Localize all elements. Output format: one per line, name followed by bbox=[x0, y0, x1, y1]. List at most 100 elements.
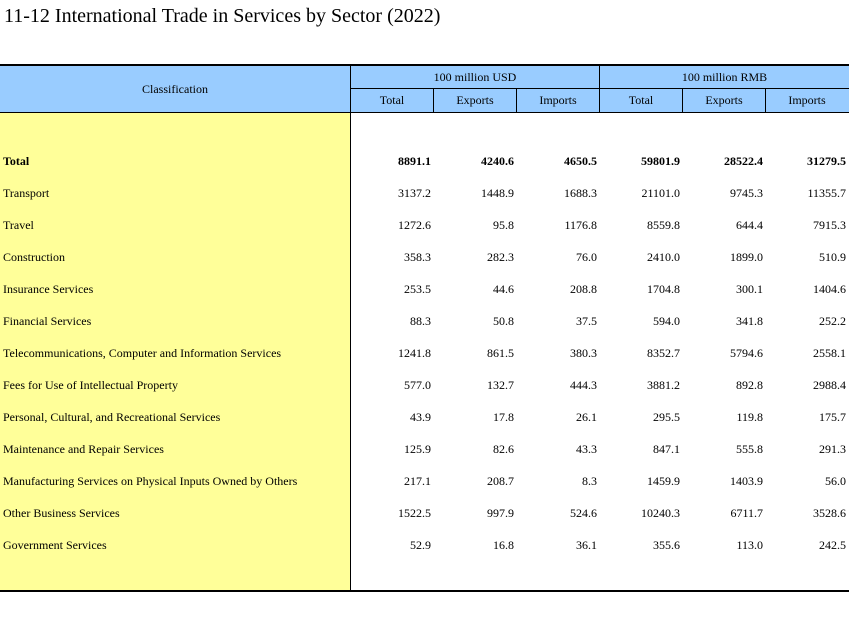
row-value: 7915.3 bbox=[813, 218, 846, 232]
rmb-total-header: Total bbox=[600, 89, 683, 112]
row-value: 510.9 bbox=[819, 250, 846, 264]
row-value: 31279.5 bbox=[807, 154, 846, 168]
row-label: Construction bbox=[3, 250, 65, 264]
row-value: 3881.2 bbox=[647, 378, 680, 392]
row-value: 1688.3 bbox=[564, 186, 597, 200]
row-value: 847.1 bbox=[653, 442, 680, 456]
row-value: 1241.8 bbox=[398, 346, 431, 360]
table-row: Financial Services 88.3 50.8 37.5 594.0 341.8… bbox=[0, 305, 849, 337]
row-value: 1176.8 bbox=[564, 218, 597, 232]
table-row: Personal, Cultural, and Recreational Ser… bbox=[0, 401, 849, 433]
table-row: Government Services 52.9 16.8 36.1 355.6 113.… bbox=[0, 529, 849, 561]
row-value: 5794.6 bbox=[730, 346, 763, 360]
row-value: 8352.7 bbox=[647, 346, 680, 360]
row-value: 1522.5 bbox=[398, 506, 431, 520]
row-value: 8559.8 bbox=[647, 218, 680, 232]
table-body: Total 8891.1 4240.6 4650.5 59801.9 28522.4 312… bbox=[0, 113, 849, 590]
row-value: 37.5 bbox=[576, 314, 597, 328]
rmb-group-header: 100 million RMB bbox=[600, 66, 849, 89]
row-label: Total bbox=[3, 154, 30, 168]
row-value: 253.5 bbox=[404, 282, 431, 296]
row-value: 17.8 bbox=[493, 410, 514, 424]
usd-total-header: Total bbox=[351, 89, 434, 112]
row-label: Transport bbox=[3, 186, 50, 200]
row-value: 95.8 bbox=[493, 218, 514, 232]
row-value: 208.8 bbox=[570, 282, 597, 296]
row-value: 8891.1 bbox=[398, 154, 431, 168]
rmb-exports-header: Exports bbox=[683, 89, 766, 112]
table-row: Telecommunications, Computer and Informa… bbox=[0, 337, 849, 369]
row-label: Telecommunications, Computer and Informa… bbox=[3, 346, 282, 360]
row-label: Manufacturing Services on Physical Input… bbox=[3, 474, 298, 488]
row-value: 28522.4 bbox=[724, 154, 763, 168]
row-value: 355.6 bbox=[653, 538, 680, 552]
label-column bbox=[0, 113, 351, 590]
row-value: 524.6 bbox=[570, 506, 597, 520]
row-value: 50.8 bbox=[493, 314, 514, 328]
row-label: Financial Services bbox=[3, 314, 92, 328]
table-row: Fees for Use of Intellectual Property 577… bbox=[0, 369, 849, 401]
row-value: 2558.1 bbox=[813, 346, 846, 360]
row-value: 44.6 bbox=[493, 282, 514, 296]
row-value: 26.1 bbox=[576, 410, 597, 424]
row-value: 1404.6 bbox=[813, 282, 846, 296]
rmb-imports-header: Imports bbox=[788, 93, 826, 107]
row-label: Government Services bbox=[3, 538, 107, 552]
row-value: 577.0 bbox=[404, 378, 431, 392]
usd-group-header: 100 million USD bbox=[351, 66, 600, 89]
table-row: Construction 358.3 282.3 76.0 2410.0 1899.0 51… bbox=[0, 241, 849, 273]
table-row: Transport 3137.2 1448.9 1688.3 21101.0 9745.3… bbox=[0, 177, 849, 209]
row-value: 380.3 bbox=[570, 346, 597, 360]
row-value: 1704.8 bbox=[647, 282, 680, 296]
row-value: 52.9 bbox=[410, 538, 431, 552]
row-value: 1272.6 bbox=[398, 218, 431, 232]
row-value: 125.9 bbox=[404, 442, 431, 456]
row-value: 36.1 bbox=[576, 538, 597, 552]
table-row: Travel 1272.6 95.8 1176.8 8559.8 644.4 7915.3 bbox=[0, 209, 849, 241]
row-label: Fees for Use of Intellectual Property bbox=[3, 378, 178, 392]
row-value: 2410.0 bbox=[647, 250, 680, 264]
row-value: 3137.2 bbox=[398, 186, 431, 200]
row-value: 3528.6 bbox=[813, 506, 846, 520]
row-value: 119.8 bbox=[736, 410, 763, 424]
row-value: 291.3 bbox=[819, 442, 846, 456]
row-value: 76.0 bbox=[576, 250, 597, 264]
row-value: 341.8 bbox=[736, 314, 763, 328]
row-value: 555.8 bbox=[736, 442, 763, 456]
usd-imports-header: Imports bbox=[517, 89, 600, 112]
row-value: 242.5 bbox=[819, 538, 846, 552]
row-value: 1403.9 bbox=[730, 474, 763, 488]
row-value: 88.3 bbox=[410, 314, 431, 328]
table-row: Other Business Services 1522.5 997.9 524.6 1… bbox=[0, 497, 849, 529]
row-value: 295.5 bbox=[653, 410, 680, 424]
row-label: Travel bbox=[3, 218, 34, 232]
row-value: 59801.9 bbox=[641, 154, 680, 168]
row-value: 6711.7 bbox=[730, 506, 763, 520]
row-value: 8.3 bbox=[582, 474, 597, 488]
table-row: Maintenance and Repair Services 125.9 82.6… bbox=[0, 433, 849, 465]
row-value: 358.3 bbox=[404, 250, 431, 264]
row-value: 594.0 bbox=[653, 314, 680, 328]
row-value: 4650.5 bbox=[564, 154, 597, 168]
row-value: 175.7 bbox=[819, 410, 846, 424]
row-value: 82.6 bbox=[493, 442, 514, 456]
table-header: Classification 100 million USD 100 milli… bbox=[0, 66, 849, 113]
row-value: 861.5 bbox=[487, 346, 514, 360]
row-value: 56.0 bbox=[825, 474, 846, 488]
trade-table: Classification 100 million USD 100 milli… bbox=[0, 64, 849, 592]
classification-header: Classification bbox=[0, 66, 351, 112]
row-value: 208.7 bbox=[487, 474, 514, 488]
row-value: 300.1 bbox=[736, 282, 763, 296]
row-value: 1448.9 bbox=[481, 186, 514, 200]
row-value: 9745.3 bbox=[730, 186, 763, 200]
page-title: 11-12 International Trade in Services by… bbox=[4, 5, 441, 27]
row-label: Insurance Services bbox=[3, 282, 94, 296]
row-value: 1459.9 bbox=[647, 474, 680, 488]
row-value: 43.9 bbox=[410, 410, 431, 424]
row-value: 997.9 bbox=[487, 506, 514, 520]
row-value: 16.8 bbox=[493, 538, 514, 552]
row-value: 113.0 bbox=[736, 538, 763, 552]
row-value: 132.7 bbox=[487, 378, 514, 392]
row-label: Maintenance and Repair Services bbox=[3, 442, 164, 456]
row-value: 10240.3 bbox=[641, 506, 680, 520]
